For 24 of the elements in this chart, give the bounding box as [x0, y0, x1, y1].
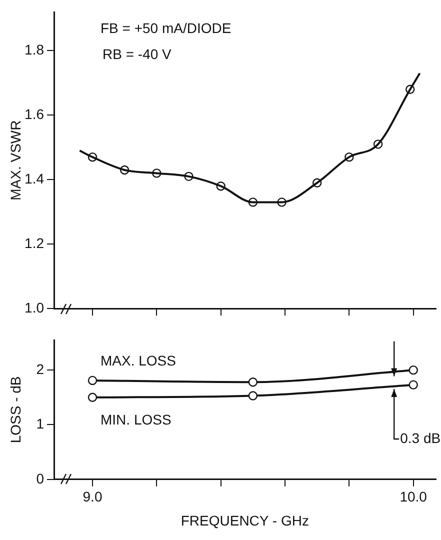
- point: [88, 392, 98, 402]
- x-tick-label: 10.0: [400, 488, 428, 505]
- x-tick-label: 9.0: [82, 488, 102, 505]
- annotation: 0.3 dB: [400, 430, 441, 446]
- y-axis-title: MAX. VSWR: [7, 120, 24, 200]
- y-tick-label: 0: [36, 470, 44, 486]
- y-tick-label: 2: [36, 360, 44, 377]
- point: [248, 377, 258, 387]
- y-tick-label: 1.6: [24, 106, 44, 122]
- y-tick-label: 1.8: [24, 42, 44, 58]
- point: [88, 376, 98, 386]
- series-label: MAX. LOSS: [100, 352, 176, 368]
- y-tick-label: 1.0: [24, 299, 44, 316]
- point: [248, 391, 258, 400]
- point: [408, 365, 418, 375]
- annotation: FB = +50 mA/DIODE: [100, 20, 232, 36]
- y-tick-label: 1.2: [24, 234, 44, 251]
- y-tick-label: 1: [36, 416, 44, 432]
- point: [408, 380, 418, 390]
- series-label: MIN. LOSS: [100, 411, 172, 428]
- annotation: RB = -40 V: [102, 46, 172, 62]
- y-axis-title: LOSS - dB: [7, 376, 24, 444]
- x-axis-title: FREQUENCY - GHz: [180, 512, 309, 528]
- y-tick-label: 1.4: [24, 170, 44, 187]
